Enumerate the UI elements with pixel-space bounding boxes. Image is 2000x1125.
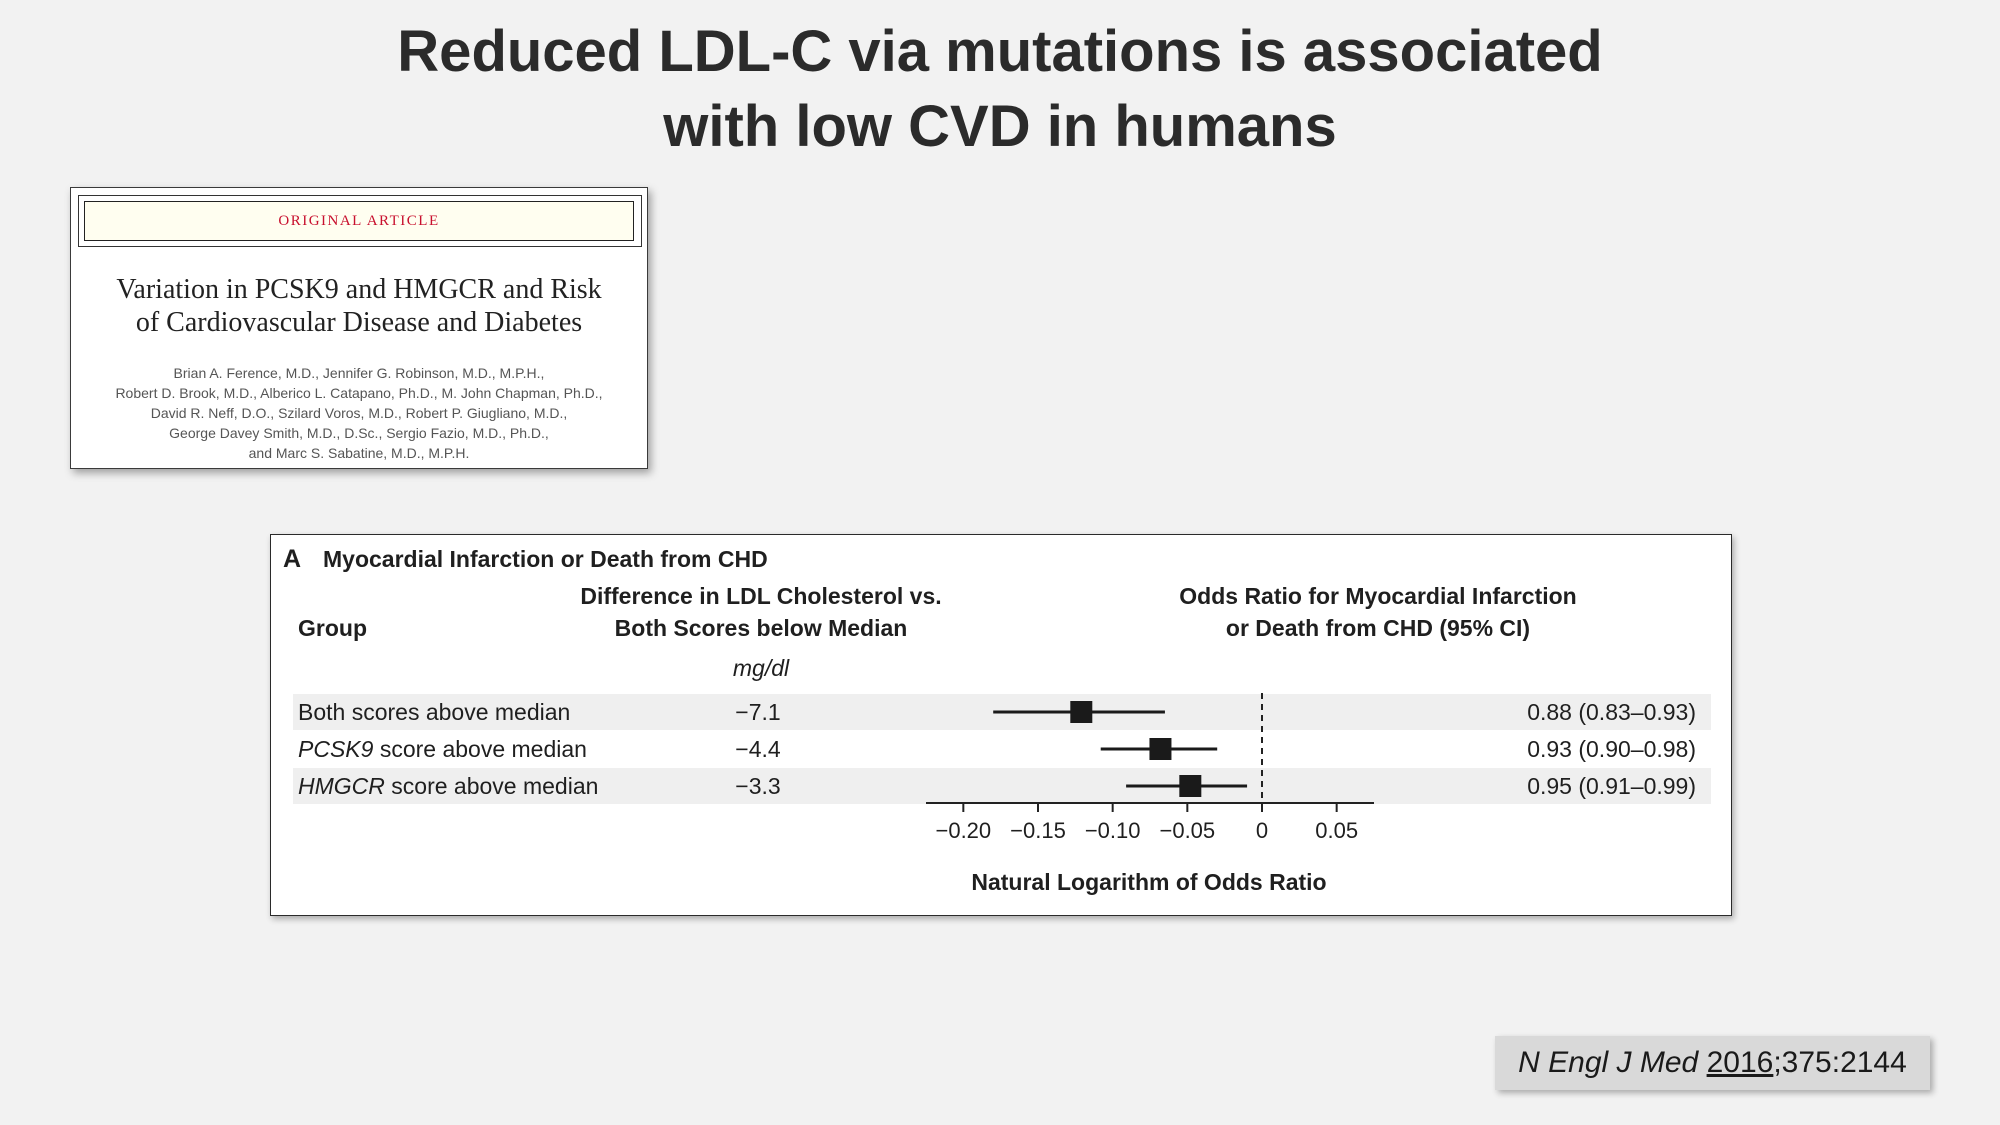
row-group-gene: PCSK9 bbox=[298, 736, 374, 762]
point-estimate-marker bbox=[1179, 775, 1202, 797]
x-tick-label: 0.05 bbox=[1315, 818, 1358, 843]
x-tick-label: −0.20 bbox=[935, 818, 991, 843]
panel-label: A bbox=[283, 545, 301, 573]
row-group-text: Both scores above median bbox=[298, 699, 570, 725]
author-line: Brian A. Ference, M.D., Jennifer G. Robi… bbox=[173, 365, 545, 381]
row-ldl-diff: −7.1 bbox=[735, 699, 780, 725]
citation-box: N Engl J Med 2016 ;375:2144 bbox=[1495, 1036, 1930, 1090]
article-frame bbox=[78, 195, 642, 247]
citation-journal: N Engl J Med bbox=[1518, 1046, 1699, 1079]
header-group: Group bbox=[298, 615, 367, 641]
slide-title-line-1: Reduced LDL-C via mutations is associate… bbox=[397, 19, 1603, 84]
row-or-text: 0.93 (0.90–0.98) bbox=[1527, 736, 1696, 762]
plot-area: −0.20 −0.15 −0.10 −0.05 0 0.05 bbox=[926, 693, 1374, 843]
header-ldl-line-1: Difference in LDL Cholesterol vs. bbox=[580, 583, 941, 609]
x-axis-label: Natural Logarithm of Odds Ratio bbox=[971, 869, 1326, 895]
x-tick-label: 0 bbox=[1256, 818, 1268, 843]
point-estimate-marker bbox=[1149, 738, 1172, 760]
author-line: and Marc S. Sabatine, M.D., M.P.H. bbox=[248, 445, 470, 461]
forest-plot-svg: A Myocardial Infarction or Death from CH… bbox=[283, 545, 1711, 895]
article-title: Variation in PCSK9 and HMGCR and Risk of… bbox=[71, 273, 647, 339]
header-ldl-unit: mg/dl bbox=[733, 655, 790, 681]
point-estimate-marker bbox=[1070, 701, 1093, 723]
article-authors: Brian A. Ference, M.D., Jennifer G. Robi… bbox=[71, 363, 647, 463]
header-ldl-line-2: Both Scores below Median bbox=[615, 615, 908, 641]
row-group-text: score above median bbox=[385, 773, 599, 799]
row-ldl-diff: −4.4 bbox=[735, 736, 781, 762]
author-line: Robert D. Brook, M.D., Alberico L. Catap… bbox=[115, 385, 603, 401]
header-or-line-1: Odds Ratio for Myocardial Infarction bbox=[1179, 583, 1576, 609]
author-line: David R. Neff, D.O., Szilard Voros, M.D.… bbox=[150, 405, 568, 421]
row-group-label: Both scores above median bbox=[298, 699, 570, 725]
row-group-gene: HMGCR bbox=[298, 773, 385, 799]
x-tick-label: −0.10 bbox=[1085, 818, 1141, 843]
row-or-text: 0.95 (0.91–0.99) bbox=[1527, 773, 1696, 799]
article-card: ORIGINAL ARTICLE Variation in PCSK9 and … bbox=[70, 187, 648, 469]
row-texts: Both scores above median −7.1 0.88 (0.83–0… bbox=[298, 699, 1696, 799]
slide-title-line-2: with low CVD in humans bbox=[663, 94, 1337, 159]
forest-plot-panel: A Myocardial Infarction or Death from CH… bbox=[270, 534, 1732, 916]
row-ldl-diff: −3.3 bbox=[735, 773, 780, 799]
x-tick-label: −0.05 bbox=[1159, 818, 1215, 843]
slide-title: Reduced LDL-C via mutations is associate… bbox=[200, 14, 1800, 164]
row-or-text: 0.88 (0.83–0.93) bbox=[1527, 699, 1696, 725]
row-group-text: score above median bbox=[373, 736, 587, 762]
article-banner-label: ORIGINAL ARTICLE bbox=[278, 212, 440, 229]
article-banner: ORIGINAL ARTICLE bbox=[84, 201, 634, 241]
author-line: George Davey Smith, M.D., D.Sc., Sergio … bbox=[169, 425, 549, 441]
row-band bbox=[293, 768, 1711, 804]
x-tick-label: −0.15 bbox=[1010, 818, 1066, 843]
row-bands bbox=[293, 694, 1711, 804]
row-group-label: PCSK9 score above median bbox=[298, 736, 587, 762]
article-title-line-2: of Cardiovascular Disease and Diabetes bbox=[135, 307, 583, 338]
header-or-line-2: or Death from CHD (95% CI) bbox=[1226, 615, 1530, 641]
citation-year: 2016 bbox=[1706, 1046, 1774, 1079]
article-title-line-1: Variation in PCSK9 and HMGCR and Risk bbox=[116, 274, 602, 305]
chart-title: Myocardial Infarction or Death from CHD bbox=[323, 546, 768, 572]
row-group-label: HMGCR score above median bbox=[298, 773, 598, 799]
citation-volume: ;375:2144 bbox=[1773, 1046, 1907, 1079]
